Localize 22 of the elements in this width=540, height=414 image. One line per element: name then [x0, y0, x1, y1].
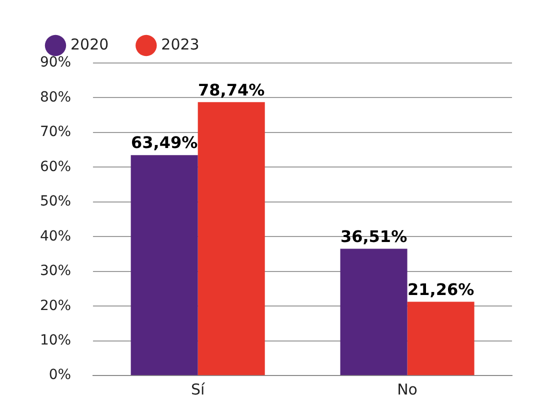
data-label: 78,74%: [198, 80, 265, 100]
y-tick-label: 0%: [48, 367, 72, 384]
y-tick-label: 70%: [40, 124, 72, 140]
y-tick-label: 80%: [40, 89, 72, 106]
legend-label: 2020: [70, 35, 109, 54]
y-tick-label: 20%: [40, 298, 72, 314]
bar: [198, 102, 265, 376]
y-tick-label: 30%: [40, 263, 72, 280]
y-tick-label: 60%: [40, 158, 72, 175]
bar: [340, 248, 408, 376]
y-tick-label: 90%: [40, 54, 72, 71]
bar: [407, 302, 474, 376]
data-label: 63,49%: [131, 133, 198, 152]
y-tick-label: 10%: [40, 332, 72, 349]
x-tick-label: Sí: [190, 380, 206, 398]
y-tick-label: 40%: [40, 228, 72, 244]
data-label: 36,51%: [340, 226, 408, 246]
data-label: 21,26%: [407, 280, 474, 299]
x-tick-label: No: [397, 380, 418, 398]
y-tick-label: 50%: [40, 194, 72, 210]
legend-label: 2023: [161, 35, 200, 54]
bar: [130, 155, 198, 376]
